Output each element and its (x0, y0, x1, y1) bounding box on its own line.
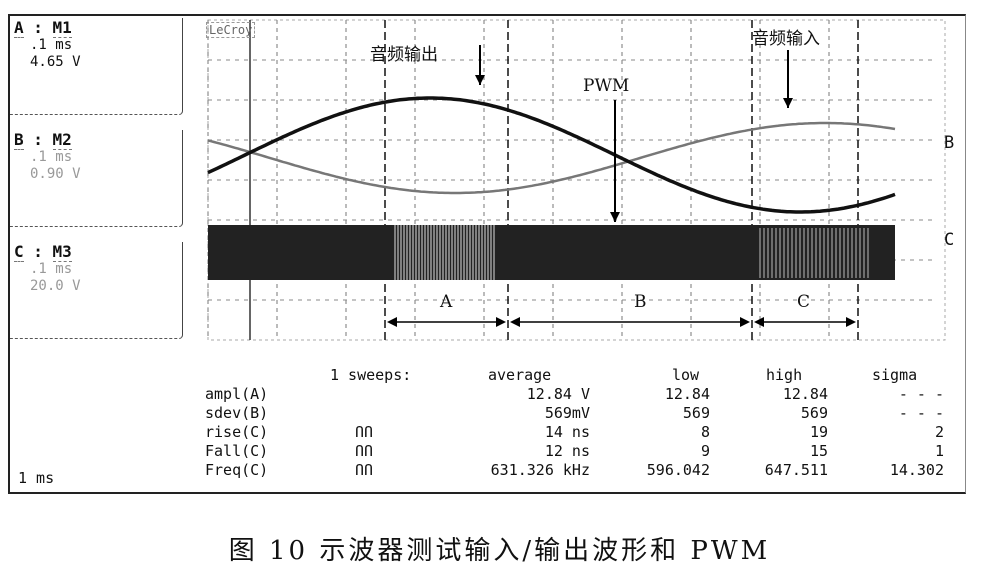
channel-volts: 20.0 V (30, 278, 81, 294)
channel-id: C (14, 242, 24, 262)
cell-low: 12.84 (664, 385, 710, 403)
cell-high: 19 (809, 423, 828, 441)
channel-id: B (14, 130, 24, 150)
cell-param: sdev(B) (205, 404, 269, 422)
channel-name: M3 (52, 242, 72, 262)
region-label-b: B (634, 292, 647, 312)
arrow-audio-in-head (783, 98, 793, 108)
oscilloscope-screen (8, 14, 966, 494)
region-label-c: C (797, 292, 811, 312)
arrow-audio-out-head (475, 75, 485, 85)
channel-time: .1 ms (30, 37, 73, 53)
channel-volts: 0.90 V (30, 166, 81, 182)
cell-average: 12 ns (544, 442, 590, 460)
figure-caption: 图 10 示波器测试输入/输出波形和 PWM (228, 536, 771, 566)
cell-average: 569mV (544, 404, 590, 422)
channel-b-box: B : M2 .1 ms 0.90 V (10, 130, 183, 227)
timebase-readout: 1 ms (18, 469, 55, 487)
cell-high: 569 (800, 404, 828, 422)
cell-high: 647.511 (764, 461, 828, 479)
region-label-a: A (440, 292, 453, 312)
annotation-audio-in: 音频输入 (752, 29, 820, 49)
channel-a-box: A : M1 .1 ms 4.65 V (10, 18, 183, 115)
cell-average: 14 ns (544, 423, 590, 441)
annotation-audio-out: 音频输出 (370, 45, 438, 65)
header-average: average (488, 366, 552, 384)
cell-low: 9 (700, 442, 710, 460)
channel-time: .1 ms (30, 261, 73, 277)
cell-sigma: 1 (934, 442, 944, 460)
cell-sigma: - - - (898, 404, 944, 422)
cell-average: 631.326 kHz (490, 461, 590, 479)
cell-sigma: 14.302 (889, 461, 944, 479)
channel-name: M1 (52, 18, 72, 38)
span-c-left-head (754, 317, 764, 327)
cell-param: Freq(C) (205, 461, 269, 479)
span-c-right-head (846, 317, 856, 327)
brand-logo: LeCroy (206, 22, 256, 38)
channel-time: .1 ms (30, 149, 73, 165)
cell-average: 12.84 V (526, 385, 590, 403)
sweeps-header: 1 sweeps: (330, 366, 412, 384)
cell-param: ampl(A) (205, 385, 269, 403)
arrow-pwm-head (610, 212, 620, 222)
trace-a-audio-out (207, 96, 896, 214)
cell-icon: ՈՈ (355, 423, 374, 441)
span-b-right-head (740, 317, 750, 327)
cell-sigma: 2 (934, 423, 944, 441)
channel-c-box: C : M3 .1 ms 20.0 V (10, 242, 183, 339)
annotation-pwm: PWM (583, 76, 630, 96)
plot-border (207, 19, 946, 341)
channel-id: A (14, 18, 24, 38)
cell-sigma: - - - (898, 385, 944, 403)
trace-b-audio-in (207, 121, 896, 195)
channel-name: M2 (52, 130, 72, 150)
channel-volts: 4.65 V (30, 54, 81, 70)
cell-icon: ՈՈ (355, 461, 374, 479)
span-a-right-head (496, 317, 506, 327)
span-a-left-head (387, 317, 397, 327)
span-b-left-head (510, 317, 520, 327)
cell-low: 8 (700, 423, 710, 441)
header-sigma: sigma (872, 366, 918, 384)
cell-icon: ՈՈ (355, 442, 374, 460)
header-high: high (766, 366, 803, 384)
cell-param: rise(C) (205, 423, 269, 441)
header-low: low (672, 366, 700, 384)
cell-high: 15 (809, 442, 828, 460)
trace-label-b: B (944, 133, 955, 153)
trace-label-c: C (944, 230, 955, 250)
cell-low: 596.042 (646, 461, 710, 479)
cell-low: 569 (682, 404, 710, 422)
cell-high: 12.84 (782, 385, 828, 403)
cell-param: Fall(C) (205, 442, 269, 460)
